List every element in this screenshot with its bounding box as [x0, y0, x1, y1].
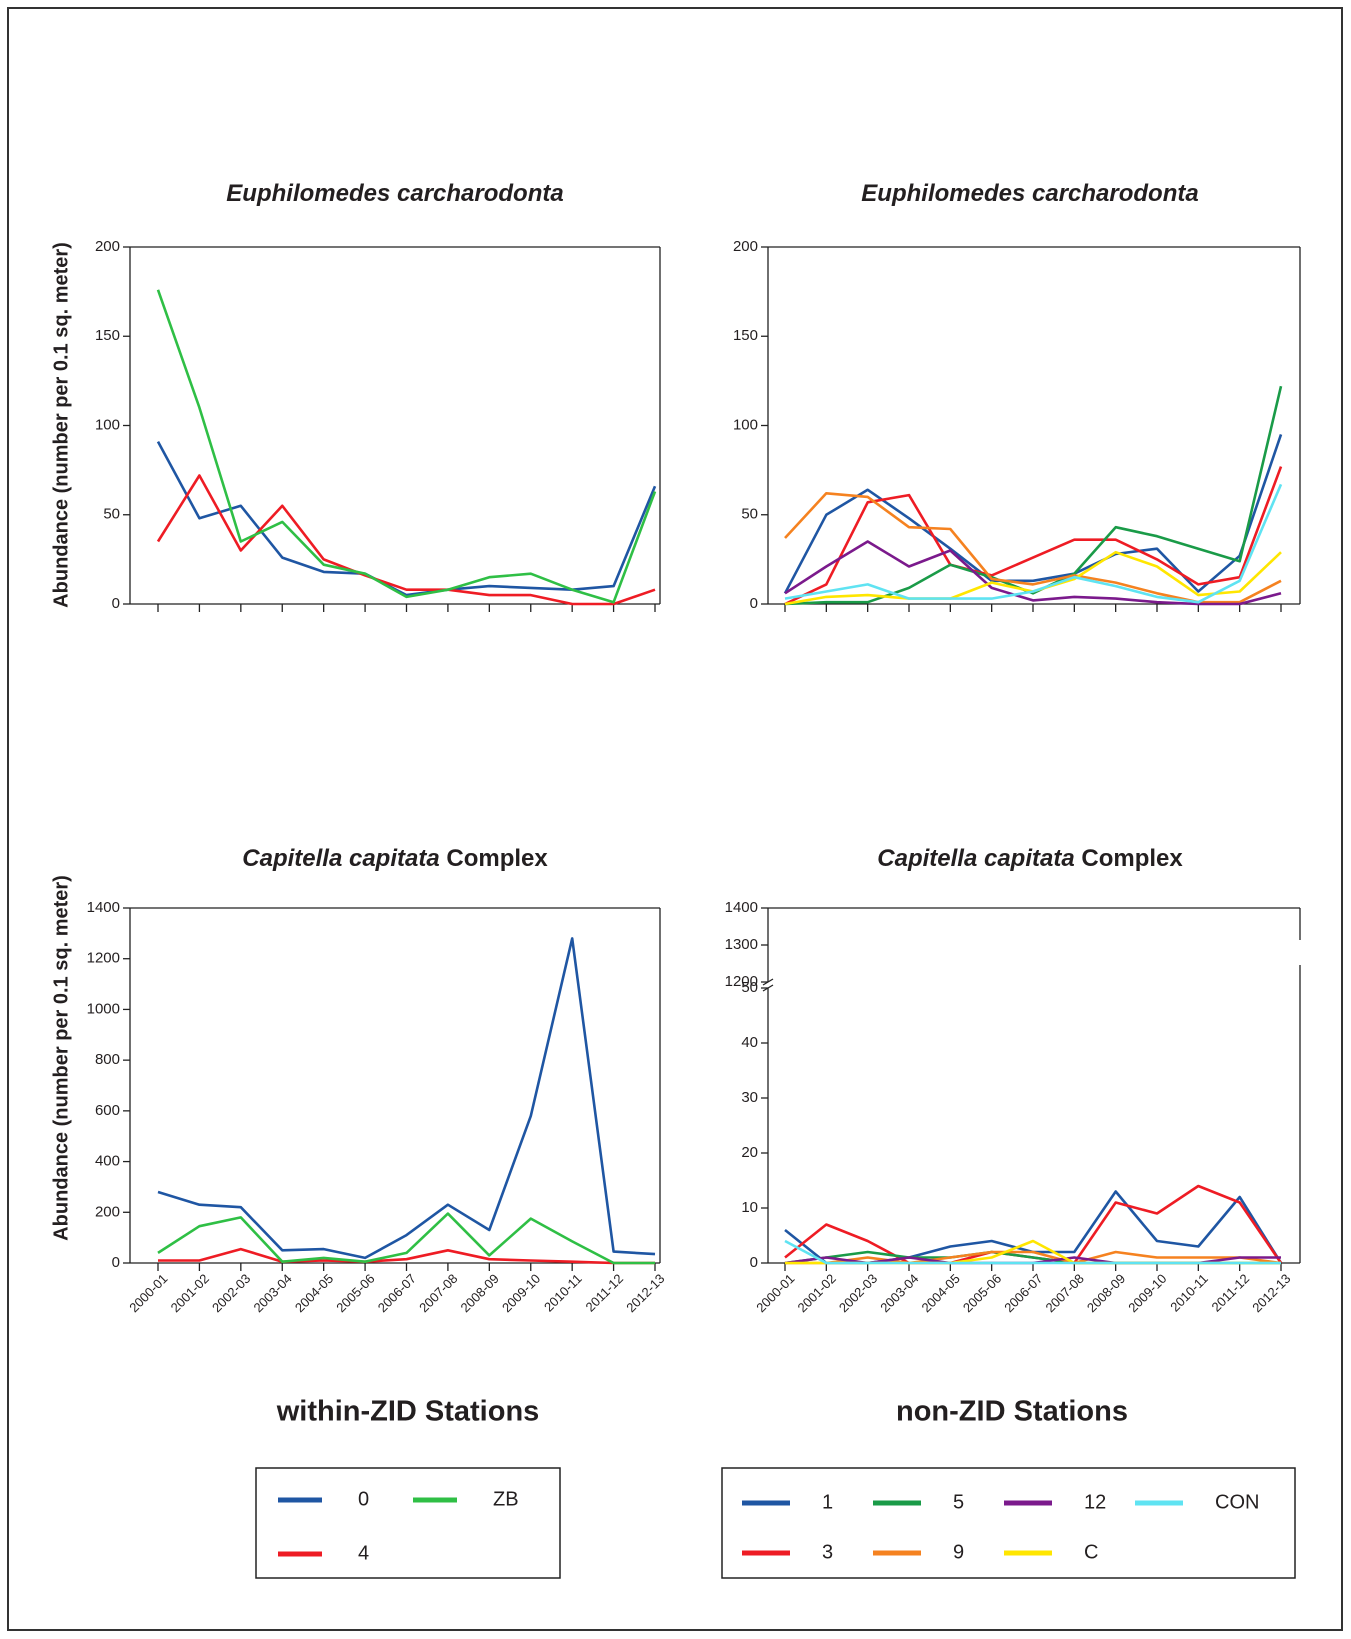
y-axis-label: Abundance (number per 0.1 sq. meter) [50, 875, 72, 1241]
x-tick-label: 2007-08 [1043, 1271, 1087, 1315]
legend-label: 4 [358, 1542, 369, 1564]
x-tick-label: 2011-12 [582, 1271, 626, 1315]
series-line [157, 937, 656, 1260]
y-tick-label: 200 [95, 1203, 120, 1220]
x-tick-label: 2001-02 [168, 1271, 212, 1315]
series-line [784, 540, 1282, 606]
y-tick-label: 1400 [725, 899, 758, 916]
title-italic: Capitella capitata [877, 845, 1074, 872]
y-tick-label: 1400 [87, 899, 120, 916]
y-tick-label: 0 [112, 1254, 120, 1271]
legend-label: CON [1215, 1491, 1259, 1513]
x-tick-label: 2003-04 [250, 1271, 294, 1315]
y-tick-label: 400 [95, 1153, 120, 1170]
title-italic: Euphilomedes carcharodonta [861, 180, 1198, 207]
x-tick-label: 2002-03 [836, 1271, 880, 1315]
y-tick-label: 0 [112, 595, 120, 612]
legend-label: C [1084, 1541, 1098, 1563]
x-tick-label: 2004-05 [292, 1271, 336, 1315]
y-tick-label: 0 [750, 595, 758, 612]
series-line [785, 1250, 1282, 1265]
series-line [784, 466, 1283, 606]
y-tick-label: 150 [95, 327, 120, 344]
x-tick-label: 2010-11 [1167, 1271, 1211, 1315]
title-rest: Complex [1075, 845, 1184, 872]
y-tick-label: 30 [741, 1089, 758, 1106]
y-tick-label: 1300 [725, 936, 758, 953]
title-rest: Complex [440, 845, 549, 872]
chart-title: Euphilomedes carcharodonta [226, 180, 563, 207]
series-line [784, 483, 1283, 604]
x-tick-label: 2005-06 [960, 1271, 1004, 1315]
y-tick-label: 200 [733, 238, 758, 255]
legend-label: 3 [822, 1541, 833, 1563]
chart-title: Capitella capitata Complex [242, 845, 548, 872]
y-tick-label: 600 [95, 1102, 120, 1119]
y-tick-label: 20 [741, 1144, 758, 1161]
x-tick-label: 2001-02 [795, 1271, 839, 1315]
x-tick-label: 2007-08 [416, 1271, 460, 1315]
y-tick-label: 50 [741, 506, 758, 523]
y-tick-label: 200 [95, 238, 120, 255]
x-tick-label: 2000-01 [126, 1271, 170, 1315]
series-line [156, 474, 656, 606]
title-italic: Capitella capitata [242, 845, 439, 872]
series-line [158, 1247, 655, 1265]
x-tick-label: 2012-13 [1249, 1271, 1293, 1315]
y-tick-label: 1200 [87, 950, 120, 967]
x-tick-label: 2004-05 [919, 1271, 963, 1315]
legend-label: 5 [953, 1491, 964, 1513]
series-line [783, 433, 1283, 594]
x-tick-label: 2002-03 [209, 1271, 253, 1315]
x-tick-label: 2012-13 [623, 1271, 667, 1315]
legend-box [721, 1467, 1296, 1579]
y-tick-label: 100 [733, 416, 758, 433]
y-tick-label: 10 [741, 1199, 758, 1216]
group-label: within-ZID Stations [276, 1396, 540, 1428]
legend-label: 12 [1084, 1491, 1106, 1513]
legend-label: 9 [953, 1541, 964, 1563]
group-label: non-ZID Stations [896, 1396, 1128, 1428]
series-line [784, 1239, 1281, 1265]
x-tick-label: 2008-09 [1084, 1271, 1128, 1315]
figure-border [7, 7, 1343, 1631]
series-line [157, 1212, 655, 1265]
x-tick-label: 2005-06 [333, 1271, 377, 1315]
series-line [784, 550, 1282, 606]
x-tick-label: 2011-12 [1209, 1271, 1253, 1315]
y-tick-label: 100 [95, 416, 120, 433]
y-tick-label: 1000 [87, 1000, 120, 1017]
y-tick-label: 0 [750, 1254, 758, 1271]
series-line [784, 385, 1283, 606]
title-italic: Euphilomedes carcharodonta [226, 180, 563, 207]
y-axis-label: Abundance (number per 0.1 sq. meter) [50, 242, 72, 608]
legend-label: 0 [358, 1488, 369, 1510]
x-tick-label: 2003-04 [877, 1271, 921, 1315]
y-tick-label: 800 [95, 1051, 120, 1068]
legend-label: 1 [822, 1491, 833, 1513]
series-line [156, 289, 657, 604]
y-tick-label: 150 [733, 327, 758, 344]
x-tick-label: 2006-07 [1001, 1271, 1045, 1315]
x-tick-label: 2010-11 [541, 1271, 585, 1315]
y-tick-label: 50 [741, 979, 758, 996]
y-tick-label: 50 [103, 506, 120, 523]
y-tick-label: 1200 [725, 973, 758, 990]
chart-title: Euphilomedes carcharodonta [861, 180, 1198, 207]
x-tick-label: 2006-07 [375, 1271, 419, 1315]
chart-title: Capitella capitata Complex [877, 845, 1183, 872]
x-tick-label: 2008-09 [458, 1271, 502, 1315]
legend-label: ZB [493, 1488, 519, 1510]
x-tick-label: 2009-10 [499, 1271, 543, 1315]
x-tick-label: 2000-01 [753, 1271, 797, 1315]
legend-box [255, 1467, 561, 1579]
x-tick-label: 2009-10 [1125, 1271, 1169, 1315]
y-tick-label: 40 [741, 1034, 758, 1051]
